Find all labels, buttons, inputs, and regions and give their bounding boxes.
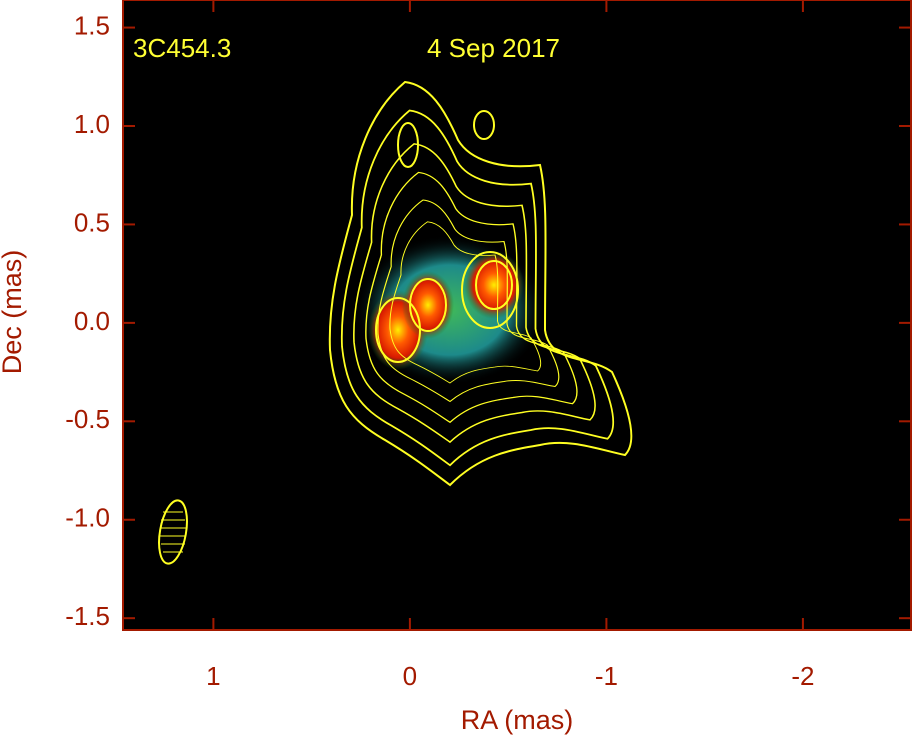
observation-date: 4 Sep 2017 bbox=[427, 33, 560, 63]
x-tick-label: -2 bbox=[791, 661, 814, 691]
y-tick-label: 0.5 bbox=[74, 207, 110, 237]
x-tick-label: -1 bbox=[595, 661, 618, 691]
y-tick-label: -1.5 bbox=[65, 601, 110, 631]
x-tick-label: 1 bbox=[206, 661, 220, 691]
y-tick-label: 1.5 bbox=[74, 10, 110, 40]
y-tick-label: 1.0 bbox=[74, 109, 110, 139]
contours bbox=[328, 81, 633, 486]
contour bbox=[475, 260, 513, 310]
y-axis-label: Dec (mas) bbox=[0, 250, 27, 375]
contour bbox=[397, 122, 419, 168]
beam-hatch bbox=[160, 511, 186, 553]
contour bbox=[473, 110, 495, 140]
plot-frame bbox=[122, 0, 912, 631]
y-tick-label: -0.5 bbox=[65, 404, 110, 434]
contour bbox=[375, 297, 421, 363]
contour bbox=[409, 278, 447, 332]
beam bbox=[158, 499, 188, 565]
contour bbox=[461, 251, 519, 329]
beam-ellipse bbox=[158, 499, 188, 565]
source-name: 3C454.3 bbox=[133, 33, 231, 63]
emission bbox=[464, 251, 524, 319]
x-tick-label: 0 bbox=[403, 661, 417, 691]
y-tick-label: -1.0 bbox=[65, 503, 110, 533]
y-tick-label: 0.0 bbox=[74, 306, 110, 336]
x-axis-label: RA (mas) bbox=[461, 705, 574, 735]
